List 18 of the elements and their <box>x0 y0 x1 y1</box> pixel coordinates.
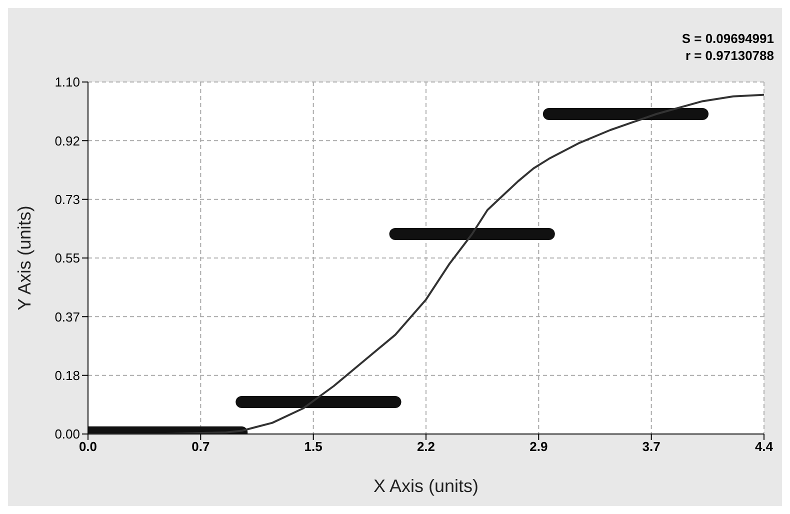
y-tick-label: 1.10 <box>54 74 80 90</box>
x-tick-label: 0.0 <box>78 439 98 454</box>
x-tick-label: 3.7 <box>642 439 660 454</box>
x-tick-label: 0.7 <box>192 439 210 454</box>
y-tick-label: 0.92 <box>54 133 80 148</box>
x-tick-label: 2.2 <box>416 439 436 454</box>
x-tick-label: 4.4 <box>754 439 774 454</box>
text: S = 0.09694991 <box>682 30 774 47</box>
y-tick-label: 0.18 <box>54 368 80 383</box>
y-tick-label: 0.73 <box>54 192 80 207</box>
x-axis-title: X Axis (units) <box>373 476 479 496</box>
x-tick-label: 2.9 <box>530 439 548 454</box>
y-axis-title: Y Axis (units) <box>14 206 34 310</box>
x-tick-label: 1.5 <box>304 439 322 454</box>
y-tick-label: 0.37 <box>54 309 80 324</box>
y-tick-label: 0.00 <box>54 426 80 442</box>
y-tick-label: 0.55 <box>54 250 80 266</box>
text: r = 0.97130788 <box>684 47 774 64</box>
